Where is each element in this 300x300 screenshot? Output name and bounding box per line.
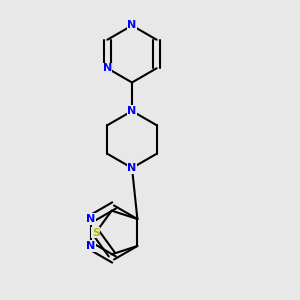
Text: N: N <box>128 106 136 116</box>
Text: N: N <box>86 214 95 224</box>
Text: N: N <box>128 163 136 173</box>
Text: N: N <box>103 63 112 73</box>
Text: N: N <box>128 20 136 31</box>
Text: S: S <box>92 227 100 238</box>
Text: N: N <box>86 241 95 251</box>
